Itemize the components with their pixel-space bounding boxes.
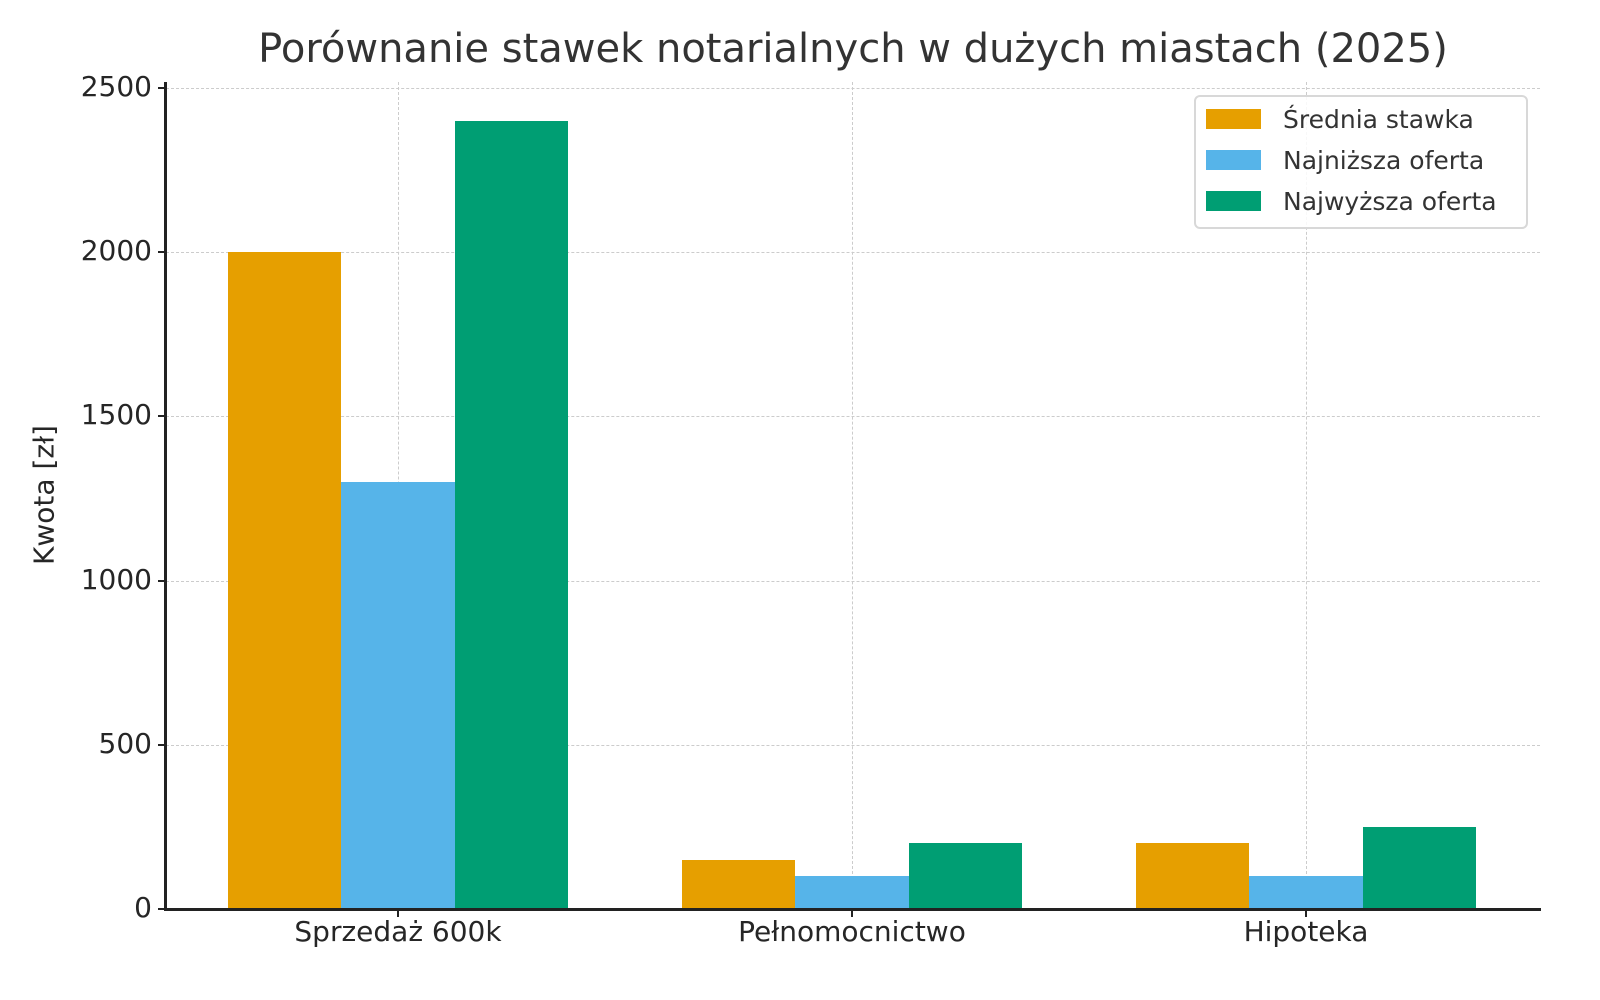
bar xyxy=(795,876,909,909)
x-tick-mark xyxy=(1305,910,1307,917)
x-axis-line xyxy=(164,908,1541,911)
y-tick-mark xyxy=(158,87,165,89)
legend-swatch-average xyxy=(1206,109,1261,129)
x-tick-label: Hipoteka xyxy=(1243,915,1369,948)
h-gridline xyxy=(166,580,1540,582)
y-tick-mark xyxy=(158,251,165,254)
y-tick-mark xyxy=(158,908,165,910)
h-gridline xyxy=(166,252,1540,254)
y-tick-label: 500 xyxy=(98,726,152,760)
legend-label: Najwyższa oferta xyxy=(1283,186,1497,216)
x-tick-label: Pełnomocnictwo xyxy=(738,915,966,948)
chart-title: Porównanie stawek notarialnych w dużych … xyxy=(258,26,1448,72)
bar xyxy=(454,120,569,909)
y-tick-label: 0 xyxy=(134,891,152,924)
legend: Średnia stawka Najniższa oferta Najwyższ… xyxy=(1194,95,1528,229)
y-tick-mark xyxy=(158,415,165,418)
legend-item-lowest: Najniższa oferta xyxy=(1206,145,1484,175)
bar xyxy=(227,252,342,909)
x-tick-mark xyxy=(851,910,853,917)
y-tick-label: 2000 xyxy=(80,234,152,268)
bar xyxy=(681,859,796,909)
y-tick-mark xyxy=(158,743,165,746)
y-tick-label: 1000 xyxy=(80,562,152,596)
v-gridline xyxy=(1306,82,1307,909)
y-axis-line xyxy=(164,82,167,910)
y-tick-label: 1500 xyxy=(80,398,152,432)
bar xyxy=(1135,843,1250,909)
h-gridline xyxy=(166,416,1540,418)
h-gridline xyxy=(166,88,1540,89)
bar xyxy=(1249,876,1363,909)
bar xyxy=(341,482,455,909)
x-tick-label: Sprzedaż 600k xyxy=(294,915,502,948)
v-gridline xyxy=(852,82,853,909)
y-tick-label: 2500 xyxy=(80,70,152,103)
bar xyxy=(908,843,1023,909)
y-axis-label: Kwota [zł] xyxy=(27,425,61,565)
legend-label: Najniższa oferta xyxy=(1283,145,1485,175)
x-tick-mark xyxy=(397,910,399,917)
y-tick-mark xyxy=(158,579,165,582)
legend-label: Średnia stawka xyxy=(1283,104,1474,134)
bar xyxy=(1362,826,1477,909)
legend-item-highest: Najwyższa oferta xyxy=(1206,186,1497,216)
legend-swatch-lowest xyxy=(1206,150,1261,170)
legend-swatch-highest xyxy=(1206,191,1261,211)
legend-item-average: Średnia stawka xyxy=(1206,104,1474,134)
h-gridline xyxy=(166,744,1540,746)
